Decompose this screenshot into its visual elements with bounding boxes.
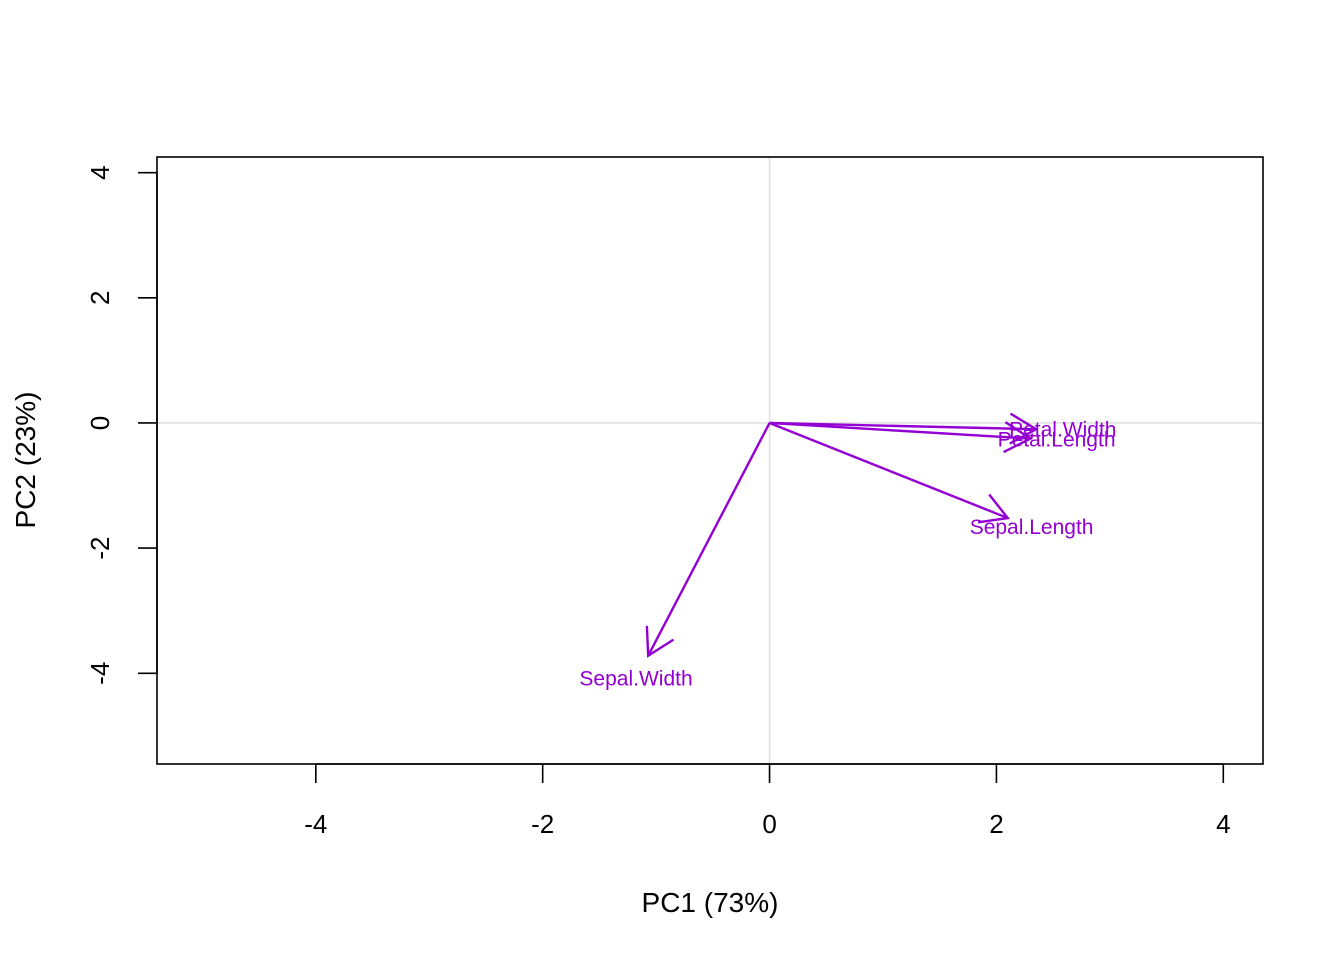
x-tick-label: 2 bbox=[989, 809, 1003, 839]
vector-arrow-head bbox=[977, 493, 1010, 524]
vector-label: Petal.Length bbox=[998, 429, 1116, 452]
loading-vectors bbox=[645, 412, 1039, 658]
x-tick-label: -2 bbox=[531, 809, 554, 839]
y-tick-label: 4 bbox=[85, 165, 115, 179]
y-tick-label: -2 bbox=[85, 537, 115, 560]
vector-label: Sepal.Width bbox=[579, 668, 692, 691]
x-axis: -4 -2 0 2 4 bbox=[304, 763, 1231, 839]
vector-label: Petal.Width bbox=[1009, 418, 1116, 441]
y-tick-label: -4 bbox=[85, 662, 115, 685]
y-tick-label: 0 bbox=[85, 416, 115, 430]
x-axis-title: PC1 (73%) bbox=[642, 887, 779, 918]
vector-label: Sepal.Length bbox=[970, 516, 1094, 539]
vector-arrow-line bbox=[769, 421, 1009, 520]
y-tick-label: 2 bbox=[85, 291, 115, 305]
vector-arrow-line bbox=[769, 421, 1037, 431]
x-tick-label: -4 bbox=[304, 809, 327, 839]
plot-frame bbox=[156, 156, 1264, 765]
vector-arrow-head bbox=[1003, 421, 1033, 454]
y-axis-title: PC2 (23%) bbox=[10, 392, 41, 529]
x-tick-label: 4 bbox=[1216, 809, 1230, 839]
vector-arrow-line bbox=[769, 421, 1031, 440]
vector-arrow-line bbox=[647, 422, 771, 657]
reference-lines bbox=[157, 157, 1263, 764]
x-tick-label: 0 bbox=[762, 809, 776, 839]
y-axis: -4 -2 0 2 4 bbox=[85, 165, 158, 685]
vector-arrow-head bbox=[645, 625, 675, 658]
